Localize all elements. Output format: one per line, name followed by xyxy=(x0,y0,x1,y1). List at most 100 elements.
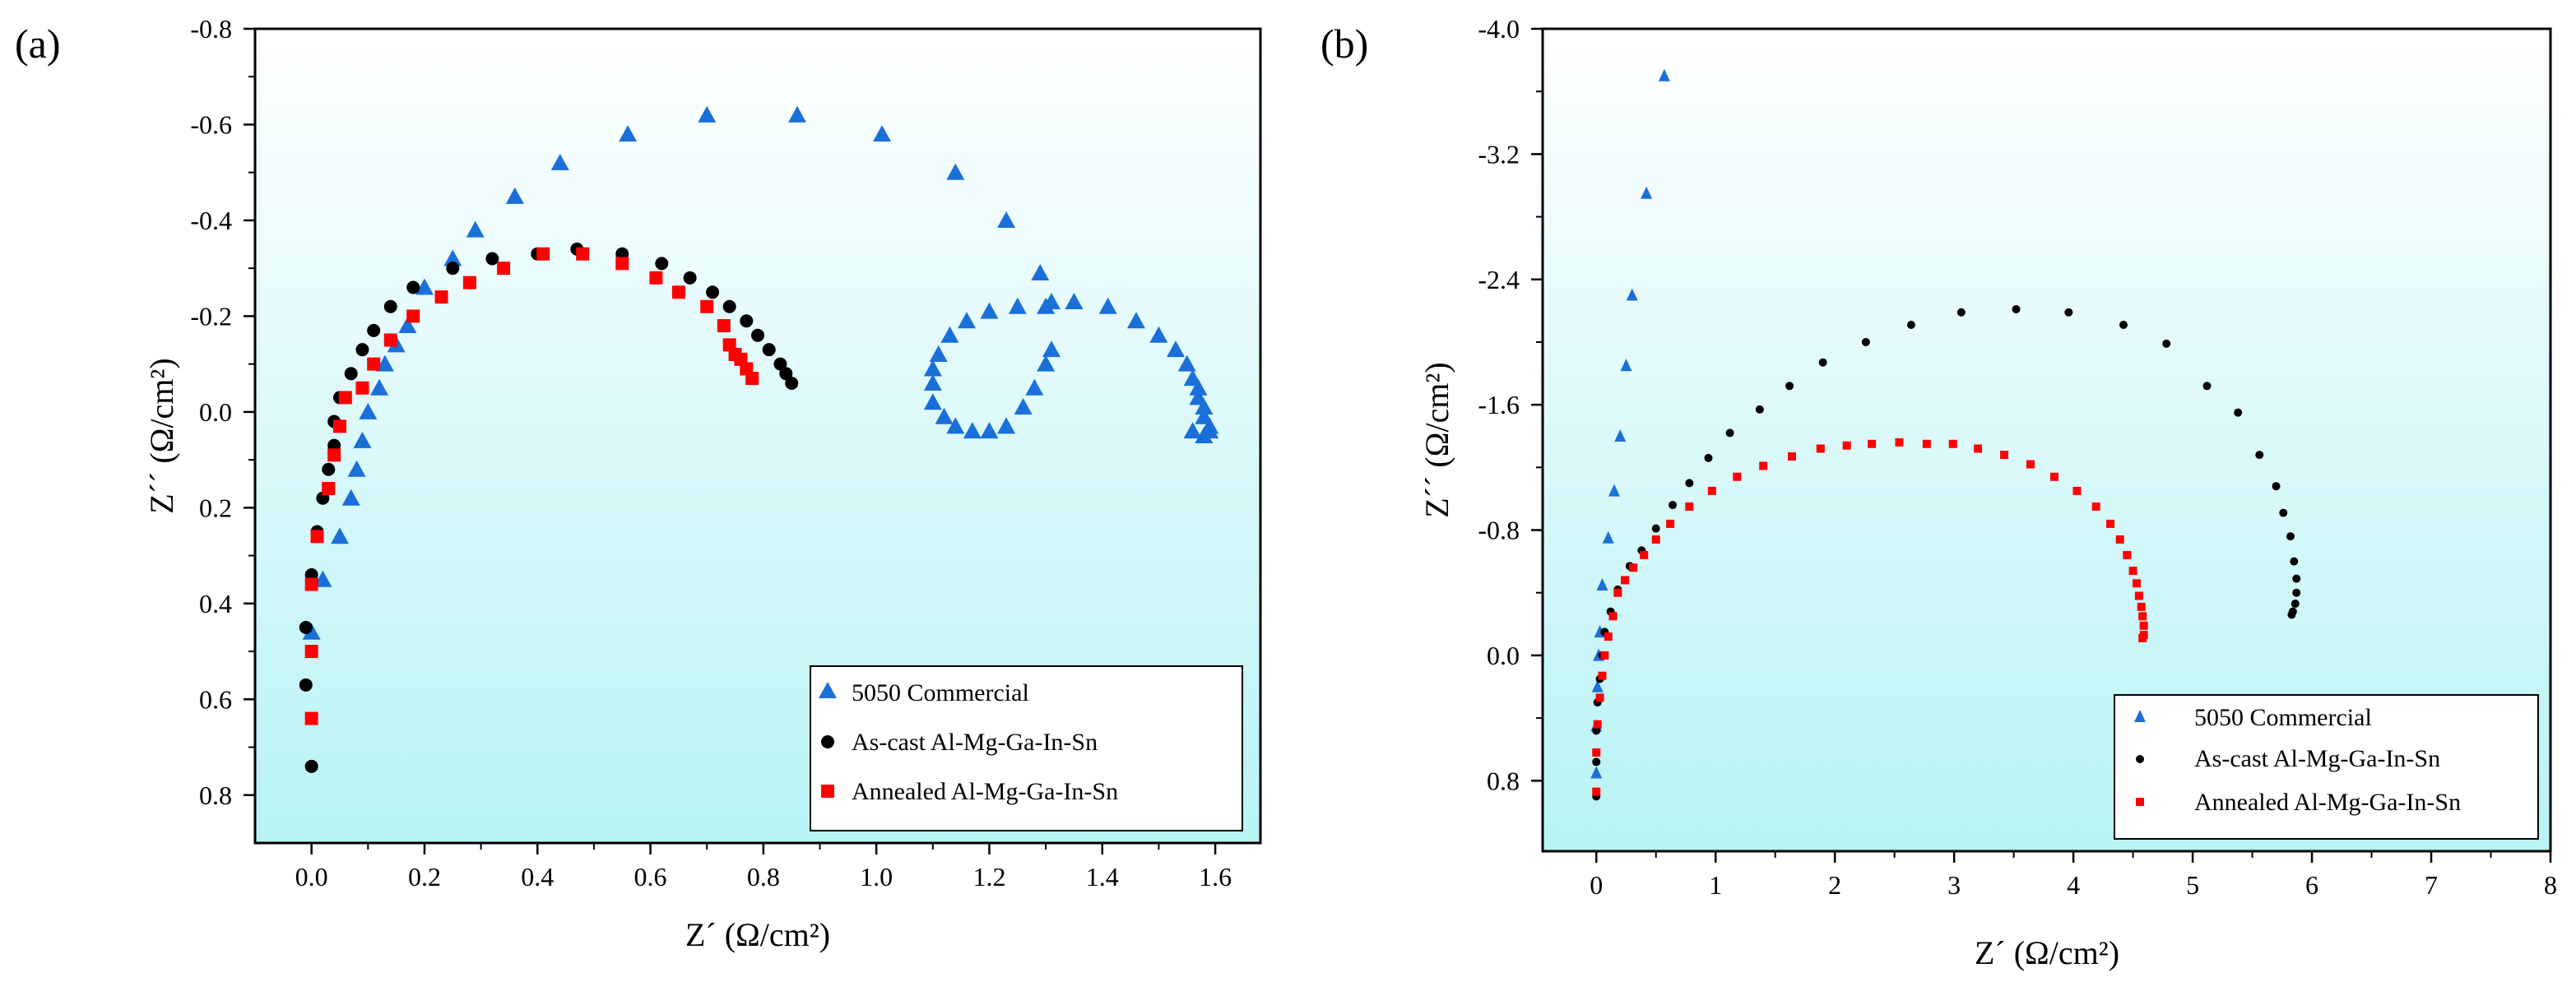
legend-marker-commercial-a xyxy=(819,682,837,698)
point-ascast-a xyxy=(485,252,499,266)
point-ascast-a xyxy=(304,759,318,773)
point-annealed-a xyxy=(745,372,759,386)
point-commercial-a xyxy=(698,105,717,123)
panel-label-a: (a) xyxy=(15,21,61,67)
y-tick-label-b: 0.0 xyxy=(1487,641,1520,670)
point-ascast-b xyxy=(1956,308,1966,317)
y-tick-label-a: -0.2 xyxy=(190,301,232,331)
chart-panel-b: (b) 0 1 2 3 4 5 6 7 8-4.0-3.2-2.4-1.6-0.80.00.8 … xyxy=(1320,14,2557,971)
point-ascast-b xyxy=(2292,574,2301,583)
point-annealed-b xyxy=(1598,671,1607,680)
point-commercial-a xyxy=(375,354,394,372)
point-commercial-a xyxy=(1042,340,1061,358)
point-commercial-a xyxy=(353,431,372,448)
point-commercial-a xyxy=(1195,398,1214,415)
point-ascast-b xyxy=(1651,524,1660,533)
point-ascast-b xyxy=(2290,557,2299,566)
point-annealed-b xyxy=(1666,519,1675,528)
point-annealed-a xyxy=(383,333,397,347)
point-annealed-a xyxy=(338,391,352,405)
point-annealed-a xyxy=(576,247,590,261)
x-tick-label-b: 4 xyxy=(2067,870,2080,900)
point-annealed-b xyxy=(2128,567,2137,576)
point-commercial-a xyxy=(946,163,965,180)
point-annealed-b xyxy=(1621,576,1630,585)
y-tick-label-a: -0.4 xyxy=(190,206,232,235)
point-ascast-a xyxy=(446,262,460,276)
point-annealed-b xyxy=(1651,535,1660,544)
x-tick-label-b: 1 xyxy=(1709,870,1722,900)
point-commercial-a xyxy=(935,407,954,424)
point-ascast-a xyxy=(779,367,793,381)
point-ascast-b xyxy=(2064,308,2073,317)
point-annealed-b xyxy=(1842,441,1851,450)
point-annealed-b xyxy=(1592,748,1601,757)
point-commercial-a xyxy=(980,302,999,319)
axis-ticks-b: 0 1 2 3 4 5 6 7 8 -4.0 -3.2 -2.4 -1.6 -0.8 0.0 0.8 xyxy=(1478,14,2557,900)
point-annealed-a xyxy=(615,257,629,271)
data-points-b xyxy=(1590,68,2301,801)
y-tick-label-a: 0.8 xyxy=(199,780,232,810)
point-annealed-a xyxy=(671,285,685,299)
point-commercial-a xyxy=(940,326,959,343)
point-commercial-a xyxy=(958,312,977,329)
data-points-a xyxy=(299,105,1219,773)
point-annealed-a xyxy=(304,577,318,591)
point-ascast-a xyxy=(367,323,381,337)
point-ascast-a xyxy=(299,678,313,692)
point-ascast-a xyxy=(740,314,754,328)
point-annealed-b xyxy=(1592,787,1601,796)
x-tick-label-b: 2 xyxy=(1828,870,1841,900)
point-commercial-b xyxy=(1596,577,1608,590)
point-ascast-b xyxy=(1861,337,1870,346)
x-tick-label-a: 1.6 xyxy=(1199,862,1232,892)
point-commercial-b xyxy=(1620,359,1632,372)
point-commercial-a xyxy=(1189,378,1208,396)
point-annealed-b xyxy=(1974,444,1983,453)
point-annealed-b xyxy=(1707,486,1716,495)
point-annealed-b xyxy=(2123,551,2132,559)
point-commercial-a xyxy=(997,211,1016,228)
point-commercial-a xyxy=(1008,297,1027,314)
point-ascast-b xyxy=(2202,382,2212,391)
point-commercial-a xyxy=(398,317,417,334)
point-annealed-a xyxy=(327,448,341,462)
x-tick-label-b: 8 xyxy=(2544,870,2557,900)
y-tick-label-b: -4.0 xyxy=(1478,14,1520,44)
point-annealed-b xyxy=(2091,502,2100,511)
point-annealed-b xyxy=(2072,486,2082,495)
point-commercial-a xyxy=(302,623,321,640)
point-ascast-a xyxy=(785,376,799,390)
x-axis-label-b: Z´ (Ω/cm²) xyxy=(1975,934,2119,971)
legend-label-annealed-a: Annealed Al-Mg-Ga-In-Sn xyxy=(852,778,1118,805)
point-annealed-b xyxy=(2139,621,2148,630)
point-annealed-b xyxy=(1816,444,1825,453)
point-annealed-a xyxy=(649,271,663,285)
legend-b: 5050 Commercial As-cast Al-Mg-Ga-In-Sn A… xyxy=(2114,694,2539,840)
x-tick-label-a: 0.2 xyxy=(408,862,441,892)
point-ascast-b xyxy=(1755,405,1764,414)
point-commercial-a xyxy=(1014,398,1033,415)
point-commercial-a xyxy=(923,373,942,391)
point-annealed-b xyxy=(1600,651,1609,660)
point-commercial-a xyxy=(313,570,332,587)
point-ascast-b xyxy=(1685,479,1694,488)
x-tick-label-a: 0.0 xyxy=(295,862,328,892)
point-annealed-b xyxy=(1593,720,1602,729)
point-ascast-b xyxy=(2287,610,2296,619)
point-ascast-a xyxy=(383,299,397,313)
point-commercial-a xyxy=(466,220,485,238)
x-tick-label-a: 1.2 xyxy=(972,862,1005,892)
point-ascast-b xyxy=(2286,532,2295,541)
y-tick-label-a: -0.6 xyxy=(190,109,232,139)
point-annealed-b xyxy=(1685,502,1694,511)
point-ascast-a xyxy=(299,620,313,634)
legend-label-commercial-b: 5050 Commercial xyxy=(2194,704,2372,731)
y-tick-label-b: -1.6 xyxy=(1478,390,1520,419)
y-tick-label-a: -0.8 xyxy=(190,14,232,44)
point-annealed-b xyxy=(1895,438,1904,447)
point-commercial-b xyxy=(1626,288,1638,301)
panel-label-b: (b) xyxy=(1320,21,1368,67)
point-ascast-b xyxy=(1785,382,1794,391)
